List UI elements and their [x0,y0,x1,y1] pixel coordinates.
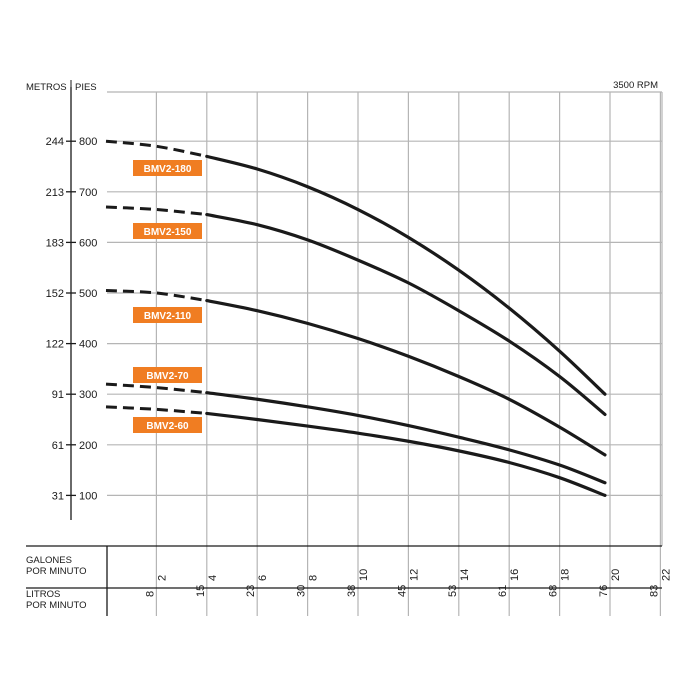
curve-dashed-bmv2-70 [105,382,207,395]
x-tick-group: 82 [144,575,168,597]
x-tick-group: 236 [245,575,269,597]
y-tick-label-meters: 91 [52,389,64,401]
curve-dashed-bmv2-110 [105,288,208,303]
y-tick-label-feet: 400 [79,339,97,351]
y-tick-label-meters: 152 [46,288,64,300]
curve-dashed-bmv2-180 [105,139,208,158]
x-tick-label-gpm: 16 [509,569,521,581]
axis-title-pies: PIES [75,82,97,93]
x-tick-label-gpm: 6 [257,575,269,581]
x-tick-label-gpm: 2 [156,575,168,581]
x-tick-label-lpm: 61 [497,585,509,597]
series-label-box-bmv2-70 [133,367,202,383]
curve-bmv2-150 [205,212,607,417]
x-tick-label-lpm: 30 [296,585,308,597]
x-tick-label-lpm: 76 [598,585,610,597]
x-tick-label-gpm: 18 [560,569,572,581]
series-label-bmv2-60: BMV2-60 [146,421,189,432]
x-tick-label-gpm: 20 [610,569,622,581]
y-tick-label-feet: 100 [79,490,97,502]
x-tick-label-lpm: 45 [396,585,408,597]
y-tick-label-feet: 700 [79,187,97,199]
x-tick-label-lpm: 15 [195,585,207,597]
x-tick-label-gpm: 14 [459,569,471,581]
x-tick-label-gpm: 4 [207,575,219,581]
series-label-bmv2-110: BMV2-110 [144,311,192,322]
series-labels: BMV2-180 BMV2-150 BMV2-110 BMV2-70 BMV2-60 [133,160,202,433]
curve-bmv2-110 [205,298,607,457]
x-tick-label-gpm: 12 [408,569,420,581]
grid [107,91,663,616]
x-tick-label-lpm: 83 [648,585,660,597]
series-label-box-bmv2-150 [133,223,202,239]
y-tick-label-meters: 183 [46,237,64,249]
curve-bmv2-60 [205,411,607,497]
series-label-box-bmv2-60 [133,417,202,433]
series-label-bmv2-180: BMV2-180 [144,164,192,175]
series-label-box-bmv2-180 [133,160,202,176]
x-tick-group: 154 [195,575,219,597]
curve-dashed-bmv2-150 [105,205,207,217]
y-tick-label-meters: 122 [46,339,64,351]
x-tick-group: 308 [296,575,320,597]
x-tick-label-gpm: 22 [660,569,672,581]
curves [105,139,607,497]
x-tick-label-lpm: 8 [144,591,156,597]
rpm-label: 3500 RPM [613,80,658,91]
x-tick-label-lpm: 53 [447,585,459,597]
x-tick-label-lpm: 38 [346,585,358,597]
curve-bmv2-70 [205,391,607,485]
series-label-bmv2-70: BMV2-70 [146,371,189,382]
y-tick-label-feet: 200 [79,440,97,452]
y-tick-label-feet: 800 [79,136,97,148]
y-tick-label-meters: 31 [52,490,64,502]
x-tick-label-gpm: 10 [358,569,370,581]
y-tick-label-feet: 300 [79,389,97,401]
series-label-bmv2-150: BMV2-150 [144,227,192,238]
axes [26,80,662,616]
lpm-title-line-1: LITROS [26,589,60,600]
gpm-title-line-1: GALONES [26,555,72,566]
y-tick-label-meters: 61 [52,440,64,452]
curve-dashed-bmv2-60 [105,405,207,415]
gpm-title-line-2: POR MINUTO [26,566,87,577]
series-label-box-bmv2-110 [133,307,202,323]
x-tick-label-gpm: 8 [308,575,320,581]
y-tick-label-feet: 500 [79,288,97,300]
x-tick-label-lpm: 23 [245,585,257,597]
lpm-title-line-2: POR MINUTO [26,600,87,611]
y-tick-label-feet: 600 [79,237,97,249]
x-tick-label-lpm: 68 [548,585,560,597]
curve-bmv2-180 [205,154,607,396]
y-tick-label-meters: 244 [46,136,64,148]
axis-title-metros: METROS [26,82,67,93]
y-tick-label-meters: 213 [46,187,64,199]
